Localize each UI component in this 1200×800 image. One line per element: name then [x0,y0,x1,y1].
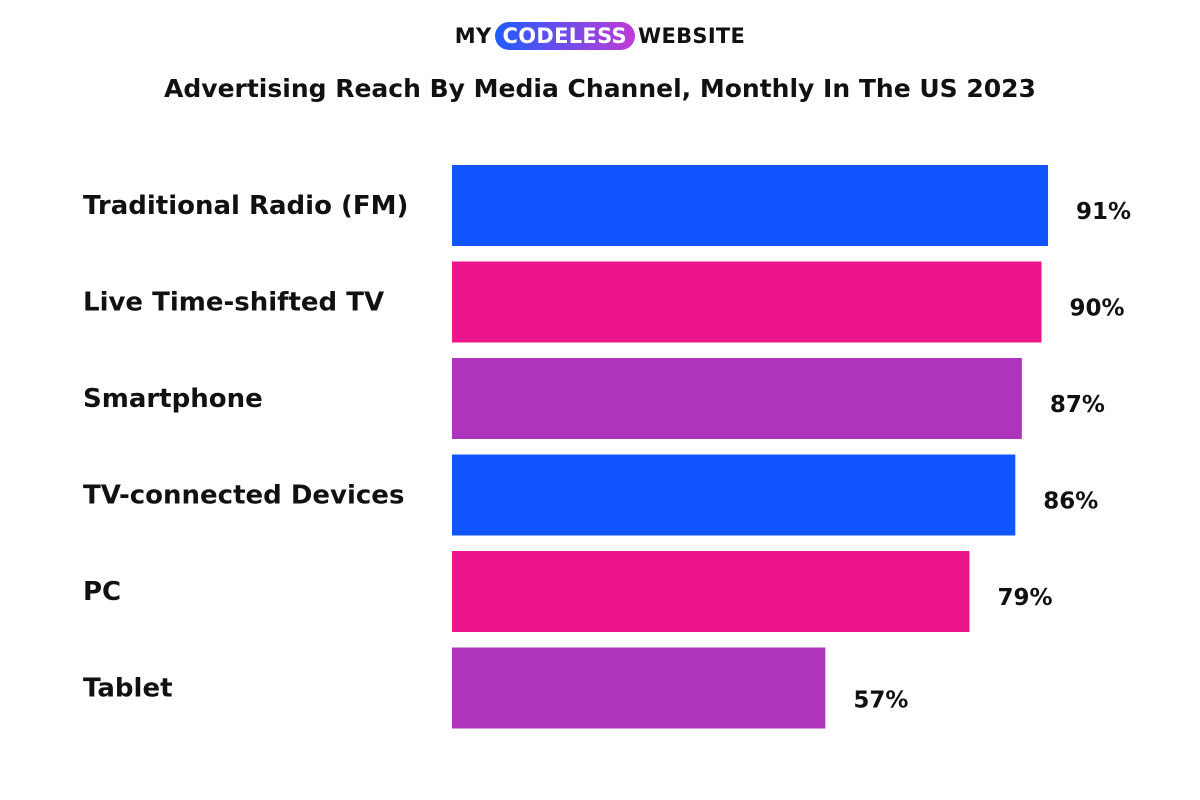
value-label-2: 87% [1050,392,1105,418]
category-label-2: Smartphone [83,384,263,414]
value-label-1: 90% [1070,296,1125,322]
brand-logo-pill: CODELESS [494,22,635,50]
value-label-0: 91% [1076,199,1131,225]
bar-1 [452,261,1042,343]
brand-logo-left: MY [454,24,492,48]
chart-title: Advertising Reach By Media Channel, Mont… [164,74,1036,103]
value-label-4: 79% [997,585,1052,611]
value-label-3: 86% [1043,489,1098,515]
value-label-5: 57% [853,688,908,714]
category-label-1: Live Time-shifted TV [83,288,384,318]
category-label-3: TV-connected Devices [83,481,404,511]
bar-4 [452,551,970,632]
category-label-4: PC [83,577,121,607]
brand-logo: MY CODELESS WEBSITE [0,22,1200,50]
category-label-0: Traditional Radio (FM) [83,191,408,221]
bar-5 [452,647,826,729]
bar-2 [452,358,1022,439]
category-label-5: Tablet [83,674,173,704]
bar-3 [452,454,1016,536]
brand-logo-right: WEBSITE [637,24,746,48]
bar-0 [452,165,1049,246]
